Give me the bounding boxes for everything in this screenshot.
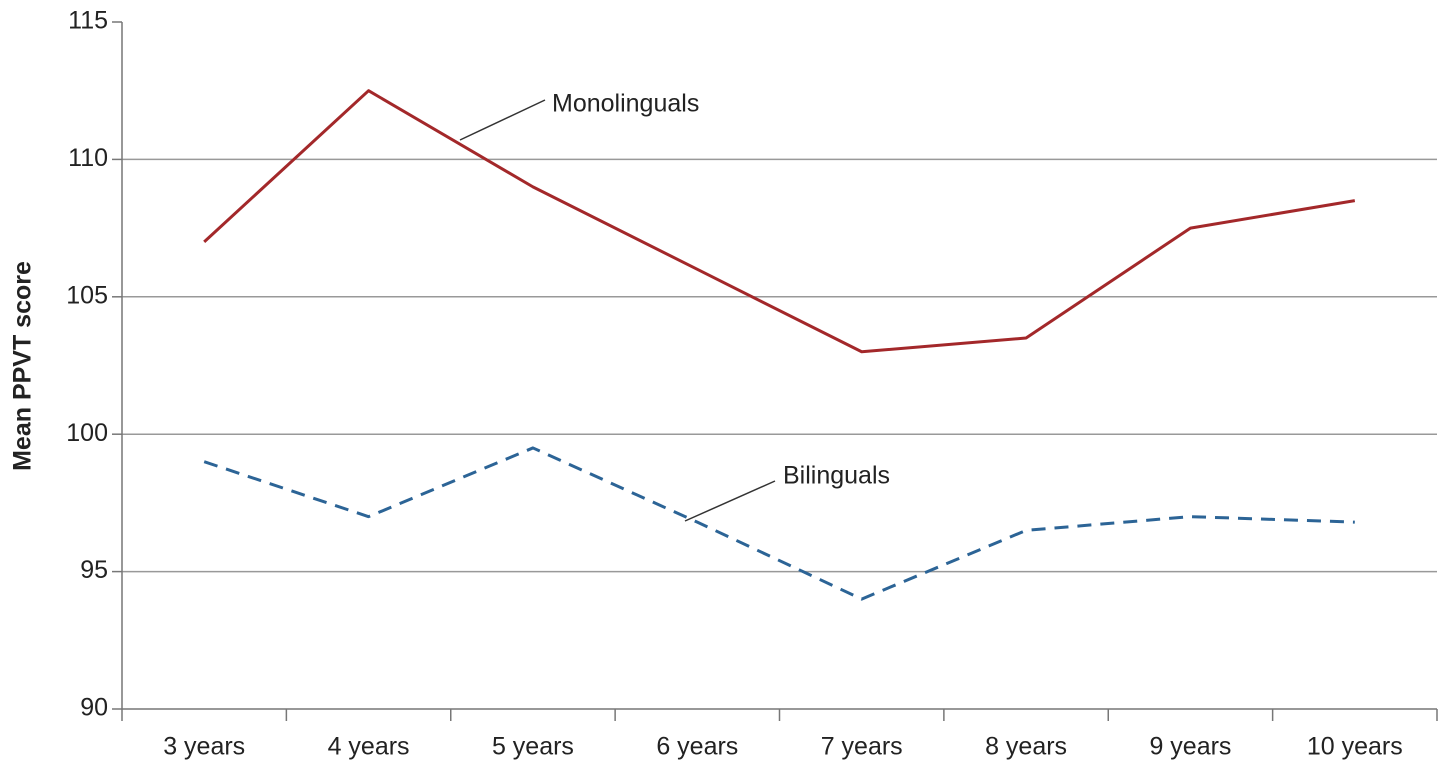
y-tick-label: 110 — [68, 144, 108, 172]
series-label: Monolinguals — [552, 90, 699, 118]
x-tick-label: 8 years — [985, 733, 1067, 761]
x-tick-label: 7 years — [821, 733, 903, 761]
y-tick-label: 105 — [66, 281, 108, 309]
x-tick-label: 9 years — [1149, 733, 1231, 761]
series-line — [203, 89, 1356, 354]
annotation-leader — [459, 99, 546, 141]
series-label: Bilinguals — [783, 462, 890, 490]
x-tick-label: 6 years — [656, 733, 738, 761]
x-tick-label: 10 years — [1307, 733, 1403, 761]
y-tick-label: 90 — [80, 694, 108, 722]
series-line — [203, 446, 1355, 601]
x-tick-label: 3 years — [163, 733, 245, 761]
y-axis-title: Mean PPVT score — [9, 261, 37, 471]
x-tick-label: 4 years — [328, 733, 410, 761]
x-tick-label: 5 years — [492, 733, 574, 761]
y-tick-label: 100 — [66, 419, 108, 447]
y-tick-label: 115 — [68, 7, 108, 35]
annotation-leader — [684, 480, 776, 522]
y-tick-label: 95 — [80, 556, 108, 584]
